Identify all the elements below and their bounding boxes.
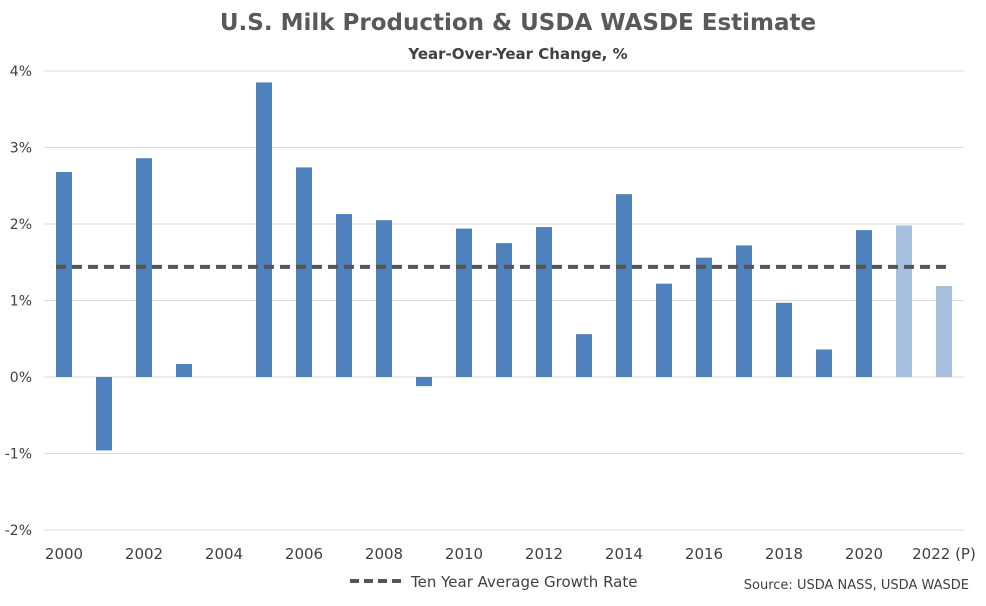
bar-2017 xyxy=(736,245,752,377)
x-tick-label: 2000 xyxy=(45,545,83,563)
bar-2007 xyxy=(336,214,352,377)
bar-2003 xyxy=(176,363,192,377)
chart-subtitle: Year-Over-Year Change, % xyxy=(407,45,627,63)
bar-2012 xyxy=(536,227,552,377)
bar-2008 xyxy=(376,220,392,377)
bar-2006 xyxy=(296,167,312,377)
bar-2011 xyxy=(496,243,512,377)
bar-2019 xyxy=(816,349,832,377)
x-tick-label: 2020 xyxy=(845,545,883,563)
y-tick-label: 4% xyxy=(10,64,32,80)
y-tick-label: 3% xyxy=(10,141,32,157)
y-tick-label: 2% xyxy=(10,217,32,233)
x-tick-label: 2008 xyxy=(365,545,403,563)
bar-2018 xyxy=(776,302,792,377)
bar-2016 xyxy=(696,257,712,377)
bar-2022 xyxy=(936,285,952,377)
x-tick-label: 2022 (P) xyxy=(912,545,976,563)
x-tick-label: 2004 xyxy=(205,545,243,563)
chart-title: U.S. Milk Production & USDA WASDE Estima… xyxy=(220,10,816,36)
bar-2015 xyxy=(656,283,672,377)
legend-label-ten-year-average: Ten Year Average Growth Rate xyxy=(410,573,637,591)
y-tick-label: -2% xyxy=(5,523,32,539)
source-note: Source: USDA NASS, USDA WASDE xyxy=(744,578,969,593)
x-tick-label: 2010 xyxy=(445,545,483,563)
y-tick-label: 1% xyxy=(10,294,32,310)
legend: Ten Year Average Growth Rate xyxy=(350,573,637,591)
bar-2000 xyxy=(56,171,72,377)
y-axis-tick-labels: -2% -1% 0% 1% 2% 3% 4% xyxy=(5,64,32,539)
bar-2005 xyxy=(256,82,272,377)
y-tick-label: -1% xyxy=(5,447,32,463)
y-tick-label: 0% xyxy=(10,370,32,386)
bar-2020 xyxy=(856,230,872,377)
x-tick-label: 2012 xyxy=(525,545,563,563)
x-tick-label: 2014 xyxy=(605,545,643,563)
x-tick-label: 2002 xyxy=(125,545,163,563)
x-tick-label: 2018 xyxy=(765,545,803,563)
bar-2021 xyxy=(896,225,912,377)
bar-2001 xyxy=(96,377,112,451)
bar-2013 xyxy=(576,334,592,377)
bar-2014 xyxy=(616,194,632,377)
x-axis-tick-labels: 2000 2002 2004 2006 2008 2010 2012 2014 2016 2018… xyxy=(45,545,976,563)
x-tick-label: 2016 xyxy=(685,545,723,563)
bar-2009 xyxy=(416,377,432,387)
bar-2010 xyxy=(456,228,472,377)
x-tick-label: 2006 xyxy=(285,545,323,563)
